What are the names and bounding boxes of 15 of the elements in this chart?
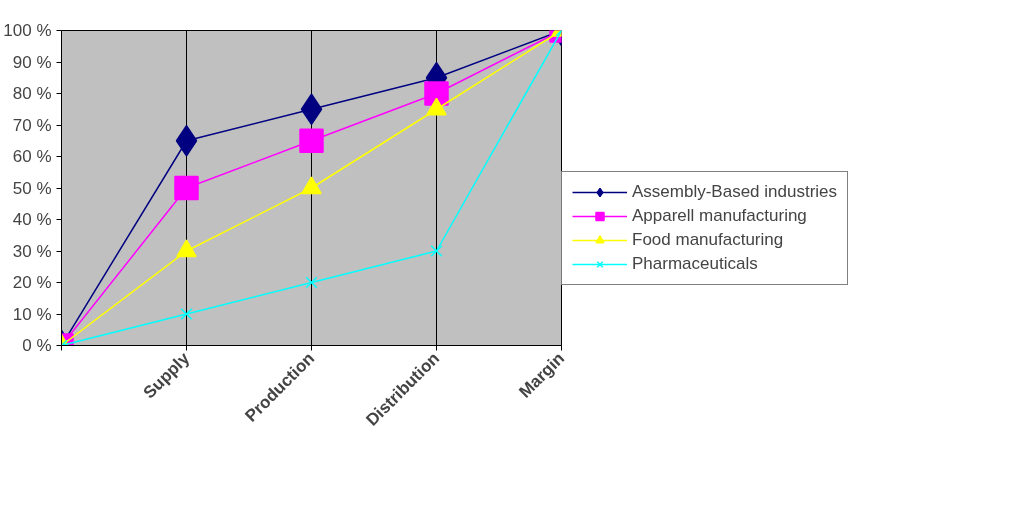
y-tick-label: 60 % <box>12 147 52 166</box>
legend-label: Assembly-Based industries <box>632 182 838 202</box>
y-tick-label: 10 % <box>12 304 52 324</box>
y-tick-label: 0 % <box>22 336 52 355</box>
y-tick-label: 20 % <box>12 273 52 292</box>
legend-label: Pharmaceuticals <box>632 254 758 274</box>
legend-label: Food manufacturing <box>632 230 784 250</box>
y-tick-label: 70 % <box>12 115 52 135</box>
y-tick-label: 90 % <box>12 52 52 72</box>
y-tick-label: 30 % <box>12 241 52 261</box>
y-tick-label: 40 % <box>12 210 52 229</box>
legend-label: Apparell manufacturing <box>632 206 807 226</box>
y-tick-label: 100 % <box>3 21 52 40</box>
y-tick-label: 50 % <box>12 178 52 198</box>
y-tick-label: 80 % <box>12 84 52 103</box>
